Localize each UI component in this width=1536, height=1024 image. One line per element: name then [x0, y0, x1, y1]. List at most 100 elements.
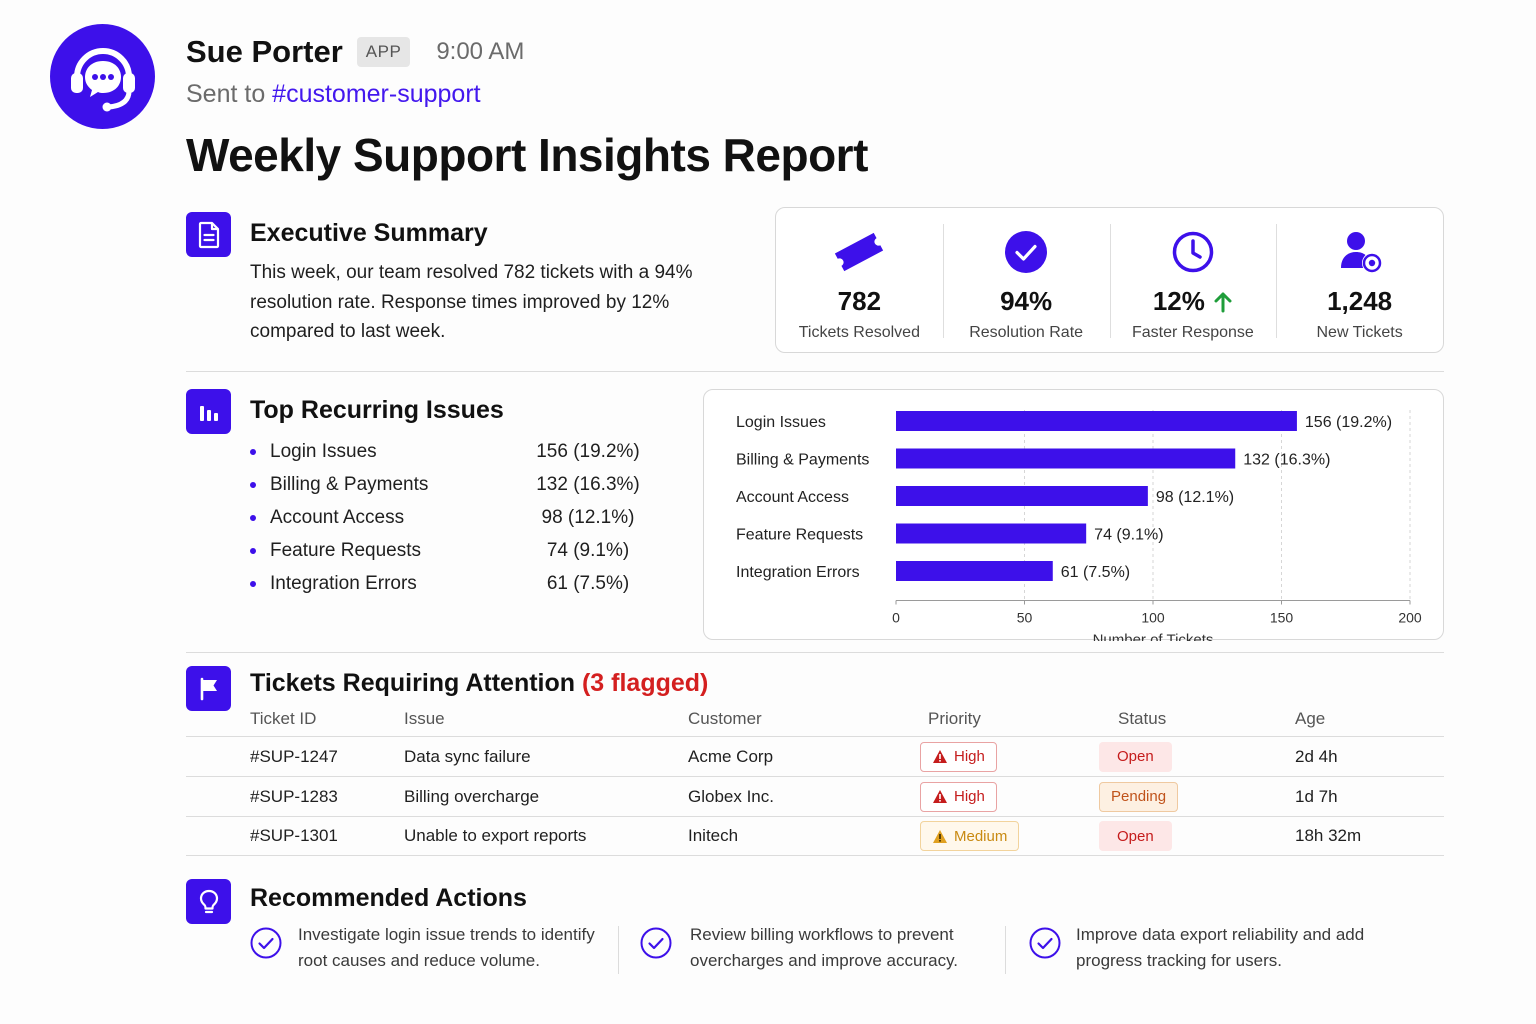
ticket-id[interactable]: #SUP-1283: [250, 786, 338, 806]
new-user-icon: [1340, 232, 1381, 273]
app-badge: APP: [356, 37, 411, 67]
sender-avatar[interactable]: [50, 24, 155, 129]
ticket-age: 18h 32m: [1295, 826, 1362, 845]
table-row[interactable]: #SUP-1301 Unable to export reports Inite…: [186, 816, 1444, 856]
col-issue[interactable]: Issue: [404, 709, 445, 728]
stat-label: New Tickets: [1316, 324, 1403, 341]
flagged-count: (3 flagged): [581, 669, 709, 697]
data-label: 98 (12.1%): [1156, 489, 1234, 506]
issue-name: Feature Requests: [270, 539, 422, 561]
table-row[interactable]: #SUP-1247 Data sync failure Acme Corp Hi…: [186, 736, 1444, 776]
col-age[interactable]: Age: [1295, 709, 1326, 728]
x-tick-label: 0: [892, 610, 900, 626]
issue-count: 132 (16.3%): [536, 474, 640, 496]
col-customer[interactable]: Customer: [688, 709, 762, 728]
bullet: [250, 514, 256, 521]
actions-list: Investigate login issue trends to identi…: [250, 922, 1444, 978]
priority-badge: Medium: [920, 821, 1020, 851]
table-header: Ticket ID Issue Customer Priority Status…: [186, 702, 1444, 736]
issue-name: Billing & Payments: [270, 474, 429, 496]
actions-title: Recommended Actions: [250, 884, 527, 912]
issue-list: Login Issues 156 (19.2%) Billing & Payme…: [250, 436, 650, 600]
issue-count: 74 (9.1%): [546, 539, 630, 561]
x-tick-label: 150: [1270, 610, 1294, 626]
status-badge: Open: [1099, 821, 1172, 851]
list-item: Billing & Payments 132 (16.3%): [250, 469, 650, 502]
stat-value: 1,248: [1327, 286, 1393, 316]
ticket-customer: Initech: [688, 826, 739, 845]
check-circle-icon: [640, 927, 672, 959]
divider: [618, 926, 619, 974]
issues-bar-chart: 0 50 100 150 200 Login Issues 156 (19.2%) Billi…: [703, 389, 1444, 641]
stat-tickets-resolved: 782 Tickets Resolved: [776, 208, 943, 352]
stat-faster-response: 12% Faster Response: [1109, 208, 1277, 352]
stat-label: Resolution Rate: [969, 324, 1084, 341]
check-circle-icon: [250, 927, 282, 959]
warning-icon: [933, 790, 947, 803]
flag-icon: [186, 666, 231, 711]
attention-title-text: Tickets Requiring Attention: [250, 669, 576, 697]
priority-label: High: [954, 788, 985, 805]
list-item: Account Access 98 (12.1%): [250, 502, 650, 535]
category-label: Integration Errors: [736, 564, 860, 581]
message-timestamp[interactable]: 9:00 AM: [436, 38, 525, 65]
attention-title: Tickets Requiring Attention (3 flagged): [250, 669, 708, 698]
issue-count: 156 (19.2%): [536, 441, 640, 463]
priority-label: High: [954, 748, 985, 765]
bar: [896, 523, 1087, 544]
stat-label: Faster Response: [1131, 324, 1254, 341]
data-label: 156 (19.2%): [1305, 414, 1392, 431]
stats-card: 782 Tickets Resolved 94% Resolution Rate…: [775, 207, 1444, 353]
document-icon: [186, 212, 231, 257]
attention-table: Ticket ID Issue Customer Priority Status…: [186, 702, 1444, 856]
ticket-age: 1d 7h: [1295, 786, 1338, 806]
divider: [1005, 926, 1006, 974]
issue-name: Login Issues: [270, 441, 377, 463]
divider: [186, 371, 1444, 372]
divider: [186, 652, 1444, 653]
bullet: [250, 482, 256, 489]
col-priority[interactable]: Priority: [928, 709, 981, 728]
col-ticket-id[interactable]: Ticket ID: [250, 709, 317, 728]
issue-name: Account Access: [270, 506, 405, 528]
issue-count: 98 (12.1%): [541, 506, 635, 528]
x-tick-label: 50: [1017, 610, 1033, 626]
issue-count: 61 (7.5%): [546, 572, 630, 594]
action-text-line: Investigate login issue trends to identi…: [298, 925, 595, 944]
sent-to-prefix: Sent to: [186, 80, 273, 108]
channel-link[interactable]: #customer-support: [272, 80, 481, 108]
action-text-line: overcharges and improve accuracy.: [690, 951, 959, 970]
ticket-icon: [835, 232, 884, 272]
action-text-line: progress tracking for users.: [1076, 951, 1282, 970]
warning-icon: [933, 829, 947, 843]
ticket-id[interactable]: #SUP-1247: [250, 746, 338, 766]
issue-name: Integration Errors: [270, 572, 417, 594]
data-label: 132 (16.3%): [1243, 452, 1330, 469]
sender-name[interactable]: Sue Porter: [186, 34, 343, 69]
ticket-issue: Data sync failure: [404, 746, 531, 766]
category-label: Feature Requests: [736, 527, 863, 544]
col-status[interactable]: Status: [1118, 709, 1167, 728]
stat-label: Tickets Resolved: [798, 324, 920, 341]
status-badge: Open: [1099, 741, 1172, 772]
data-label: 74 (9.1%): [1094, 527, 1163, 544]
priority-badge: High: [920, 781, 997, 812]
message-header: Sue Porter APP 9:00 AM Sent to #customer…: [186, 30, 524, 109]
table-row[interactable]: #SUP-1283 Billing overcharge Globex Inc.…: [186, 776, 1444, 816]
lightbulb-icon: [186, 879, 231, 924]
action-item: Review billing workflows to prevent over…: [640, 922, 958, 974]
chart-canvas: 0 50 100 150 200 Login Issues 156 (19.2%) Billi…: [736, 410, 1422, 641]
ticket-customer: Acme Corp: [688, 746, 774, 766]
ticket-id[interactable]: #SUP-1301: [250, 826, 338, 845]
bullet: [250, 547, 256, 554]
category-label: Login Issues: [736, 414, 826, 431]
list-item: Login Issues 156 (19.2%): [250, 436, 650, 469]
bullet: [250, 449, 256, 456]
ticket-age: 2d 4h: [1295, 746, 1338, 766]
bullet: [250, 580, 256, 587]
stat-value: 782: [837, 286, 882, 316]
action-text-line: Review billing workflows to prevent: [690, 925, 954, 944]
report-title: Weekly Support Insights Report: [186, 129, 868, 181]
list-item: Feature Requests 74 (9.1%): [250, 534, 650, 567]
headset-chat-icon: [70, 47, 135, 111]
